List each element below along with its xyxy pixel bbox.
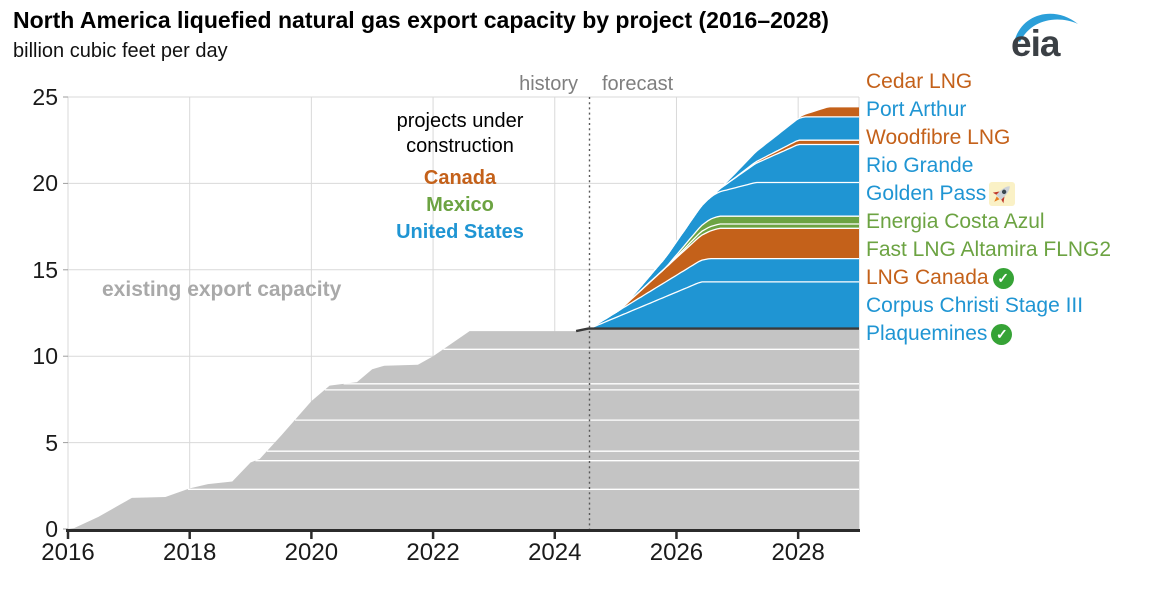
existing-capacity-label: existing export capacity (102, 278, 342, 301)
legend-label: Woodfibre LNG (866, 126, 1011, 149)
x-tick-label: 2018 (162, 539, 217, 566)
x-tick-label: 2024 (528, 539, 582, 566)
y-tick-label: 10 (32, 343, 58, 370)
project-area-plaquemines (589, 281, 859, 329)
construction-note: projects under construction (396, 110, 524, 157)
history-label: history (519, 73, 578, 95)
y-tick-label: 20 (32, 170, 58, 197)
project-divider-line (589, 116, 859, 330)
x-tick-label: 2016 (41, 539, 95, 566)
legend-label: LNG Canada (866, 266, 989, 289)
eia-logo-text: eia (1011, 23, 1061, 62)
legend-item-woodfibre-lng: Woodfibre LNG (866, 124, 1111, 152)
project-area-port-arthur (589, 116, 859, 329)
legend-label: Port Arthur (866, 98, 967, 121)
forecast-label: forecast (602, 73, 674, 95)
project-area-rio-grande (589, 144, 859, 329)
legend-label: Golden Pass (866, 182, 987, 205)
legend: Cedar LNG Port Arthur Woodfibre LNG Rio Gra… (866, 68, 1111, 348)
project-divider-line (589, 257, 859, 330)
legend-item-plaquemines: Plaquemines ✓ (866, 320, 1111, 348)
legend-item-rio-grande: Rio Grande (866, 152, 1111, 180)
legend-label: Fast LNG Altamira FLNG2 (866, 238, 1112, 261)
legend-label: Cedar LNG (866, 70, 973, 93)
legend-label: Plaquemines (866, 322, 988, 345)
project-area-lng-canada (589, 228, 859, 329)
project-divider-line (589, 281, 859, 330)
construction-country-mexico: Mexico (426, 194, 494, 216)
legend-item-port-arthur: Port Arthur (866, 96, 1111, 124)
legend-item-lng-canada: LNG Canada ✓ (866, 264, 1111, 292)
x-tick-label: 2028 (771, 539, 825, 566)
eia-logo-graphic: eia (1011, 13, 1078, 64)
legend-item-cedar-lng: Cedar LNG (866, 68, 1111, 96)
y-tick-label: 0 (45, 516, 58, 542)
existing-capacity-area (68, 328, 859, 529)
check-icon: ✓ (992, 267, 1014, 289)
construction-country-united-states: United States (396, 221, 524, 243)
y-tick-label: 25 (32, 84, 58, 110)
project-area-golden-pass (589, 182, 859, 329)
legend-item-energia-costa-azul: Energia Costa Azul (866, 208, 1111, 236)
y-tick-label: 5 (45, 429, 58, 456)
check-icon: ✓ (991, 323, 1013, 345)
project-divider-line (589, 215, 859, 330)
x-tick-label: 2026 (649, 539, 704, 566)
chart-title: North America liquefied natural gas expo… (13, 7, 829, 33)
legend-label: Corpus Christi Stage III (866, 294, 1084, 317)
construction-country-canada: Canada (423, 167, 497, 189)
existing-capacity-top-edge (575, 327, 859, 333)
legend-label: Energia Costa Azul (866, 210, 1045, 233)
construction-country-list: Canada Mexico United States (350, 165, 570, 246)
legend-label: Rio Grande (866, 154, 974, 177)
legend-item-golden-pass: Golden Pass (866, 180, 1111, 208)
x-tick-label: 2020 (284, 539, 339, 566)
legend-item-corpus-christi-stage-iii: Corpus Christi Stage III (866, 292, 1111, 320)
eia-swoosh-icon (1015, 13, 1078, 42)
chart-units-label: billion cubic feet per day (13, 40, 228, 62)
legend-item-fast-lng-altamira-flng2: Fast LNG Altamira FLNG2 (866, 236, 1111, 264)
rocket-icon (989, 182, 1016, 206)
x-tick-label: 2022 (406, 539, 460, 566)
y-tick-label: 15 (32, 256, 58, 283)
project-area-corpus-christi-stage-iii (589, 258, 859, 329)
construction-annotation: projects under construction Canada Mexico… (350, 109, 570, 246)
eia-logo: eia (1008, 4, 1088, 64)
